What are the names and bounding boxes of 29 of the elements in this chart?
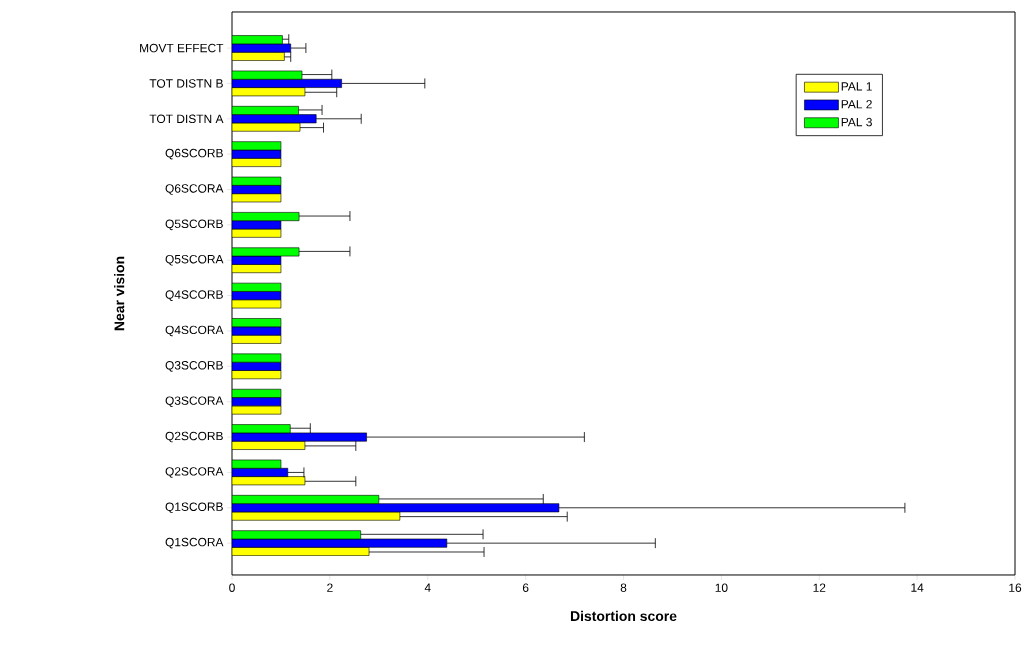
y-axis-title: Near vision [114, 256, 125, 331]
x-tick-label: 2 [327, 583, 333, 592]
x-tick-label: 12 [813, 583, 826, 592]
y-tick-label: Q2SCORA [165, 467, 224, 478]
x-tick-label: 6 [522, 583, 529, 592]
y-tick-label: Q4SCORB [165, 290, 223, 301]
y-tick-label: Q6SCORA [165, 184, 224, 195]
x-tick-label: 4 [424, 583, 431, 592]
y-tick-label: Q3SCORA [165, 396, 224, 408]
y-tick-label: TOT DISTN A [149, 114, 224, 124]
legend-label: PAL 2 [841, 100, 872, 109]
x-tick-label: 8 [620, 583, 627, 592]
legend-label: PAL 3 [841, 117, 872, 127]
y-tick-label: Q3SCORB [165, 361, 223, 372]
y-tick-label: TOT DISTN B [149, 79, 223, 88]
x-tick-label: 16 [1009, 583, 1022, 592]
y-tick-label: Q4SCORA [165, 325, 224, 337]
x-axis-title: Distortion score [570, 610, 677, 622]
y-tick-label: Q1SCORB [165, 502, 223, 514]
x-tick-label: 10 [715, 583, 728, 592]
y-tick-label: Q6SCORB [165, 148, 223, 160]
x-tick-label: 0 [229, 583, 235, 592]
x-tick-label: 14 [911, 583, 924, 592]
y-tick-label: Q1SCORA [165, 537, 224, 549]
y-tick-label: MOVT EFFECT [140, 43, 224, 53]
y-tick-label: Q5SCORB [165, 219, 223, 231]
legend-label: PAL 1 [841, 82, 872, 91]
y-tick-label: Q2SCORB [165, 431, 223, 443]
y-tick-label: Q5SCORA [165, 254, 224, 266]
